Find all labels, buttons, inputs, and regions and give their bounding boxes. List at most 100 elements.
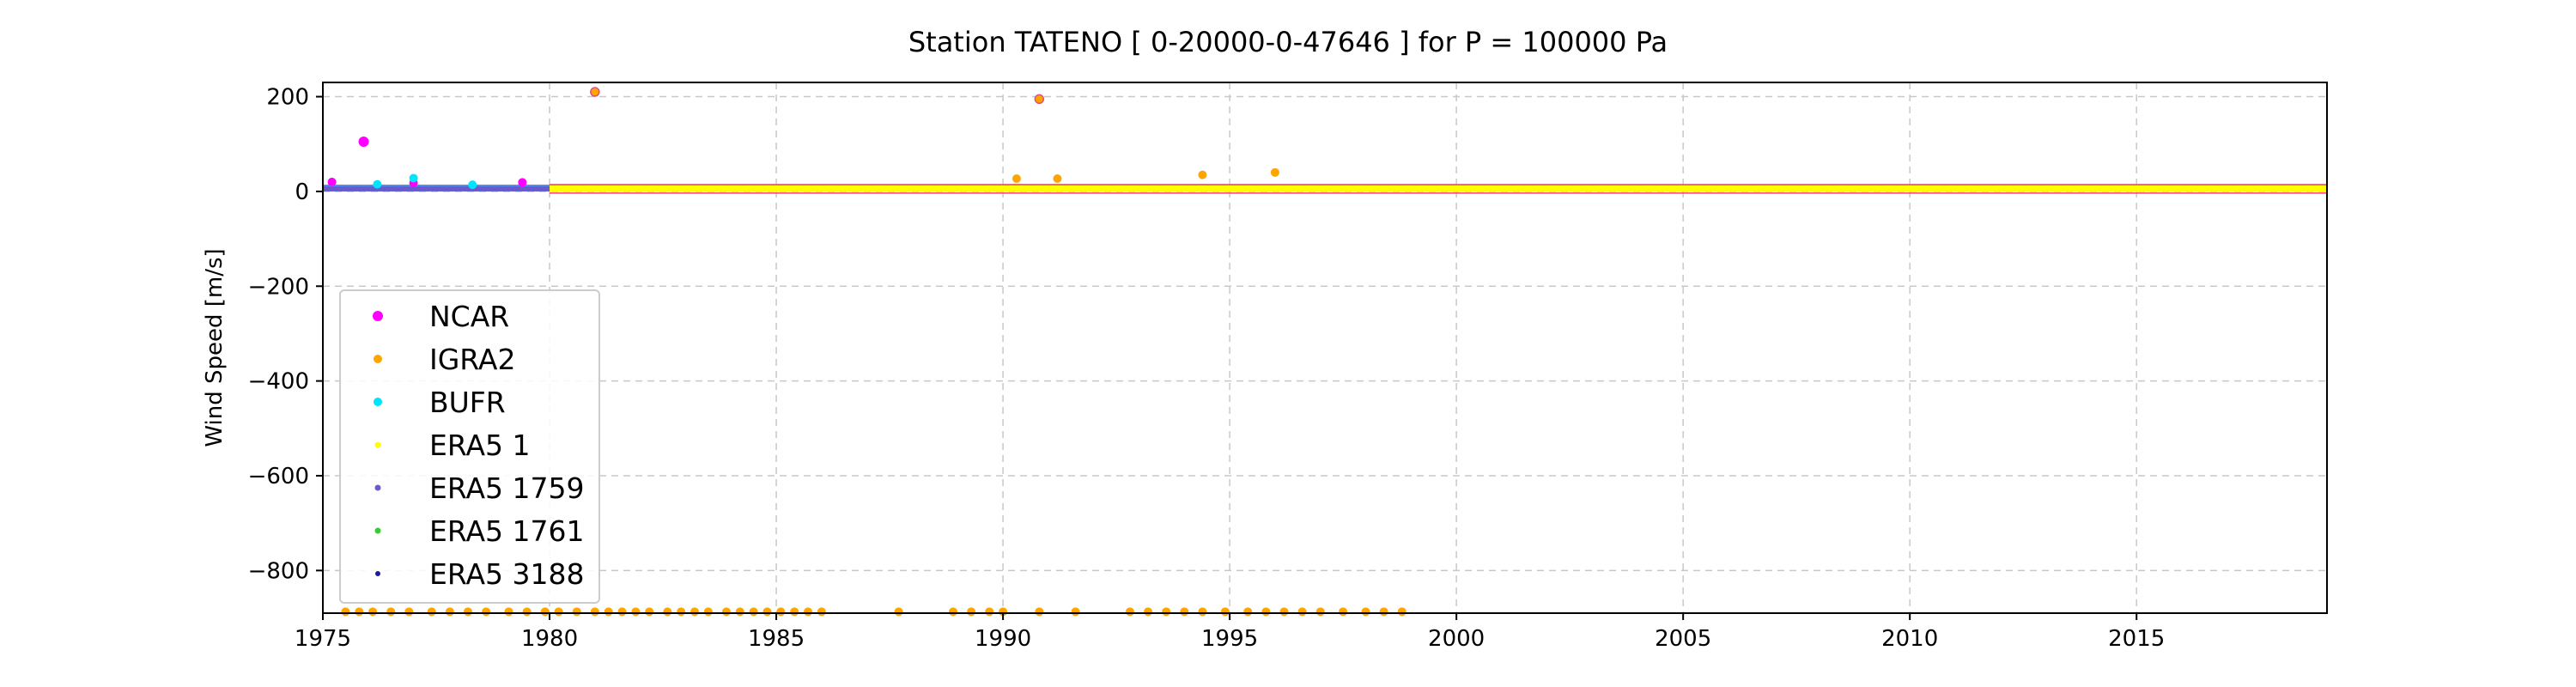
point-bufr	[373, 179, 382, 189]
point-igra2	[1220, 607, 1230, 617]
point-igra2	[1035, 607, 1044, 617]
point-igra2	[355, 607, 364, 617]
point-igra2	[1198, 170, 1207, 179]
legend-marker-era5-1761	[374, 527, 381, 534]
point-igra2	[404, 607, 414, 617]
point-igra2	[762, 607, 772, 617]
x-tick-label: 2015	[2108, 626, 2165, 652]
point-igra2	[790, 607, 799, 617]
point-igra2	[1053, 174, 1062, 184]
x-tick-label: 1985	[748, 626, 805, 652]
y-tick-label: −800	[248, 558, 309, 584]
point-igra2	[590, 87, 600, 97]
legend-label-bufr: BUFR	[429, 386, 506, 419]
y-axis-label: Wind Speed [m/s]	[202, 248, 228, 447]
point-igra2	[804, 607, 813, 617]
point-igra2	[985, 607, 994, 617]
point-igra2	[721, 607, 731, 617]
legend-marker-igra2	[374, 355, 382, 363]
point-igra2	[948, 607, 957, 617]
x-tick-label: 1975	[295, 626, 351, 652]
legend-marker-era5-1759	[374, 484, 381, 491]
legend-marker-bufr	[374, 398, 382, 406]
point-igra2	[1243, 607, 1253, 617]
point-igra2	[617, 607, 627, 617]
point-igra2	[572, 607, 581, 617]
point-igra2	[386, 607, 396, 617]
plot-area-frame	[322, 82, 2328, 614]
point-igra2	[1315, 607, 1325, 617]
point-igra2	[1279, 607, 1289, 617]
legend-label-era5-1761: ERA5 1761	[429, 514, 585, 548]
legend-label-ncar: NCAR	[429, 300, 509, 333]
point-igra2	[631, 607, 641, 617]
point-igra2	[776, 607, 786, 617]
x-tick-label: 2005	[1655, 626, 1711, 652]
point-igra2	[645, 607, 654, 617]
point-igra2	[504, 607, 513, 617]
point-igra2	[1397, 607, 1406, 617]
chart-title: Station TATENO [ 0-20000-0-47646 ] for P…	[908, 26, 1668, 58]
point-igra2	[590, 607, 599, 617]
legend-label-era5-3188: ERA5 3188	[429, 557, 585, 591]
point-igra2	[341, 607, 350, 617]
y-tick-label: −600	[248, 464, 309, 489]
point-bufr	[468, 180, 477, 190]
point-igra2	[663, 607, 672, 617]
x-tick-label: 1990	[975, 626, 1031, 652]
x-tick-label: 2010	[1881, 626, 1938, 652]
point-ncar	[518, 178, 527, 187]
series-bands	[323, 184, 2328, 194]
point-igra2	[1144, 607, 1153, 617]
legend-box	[339, 289, 600, 604]
point-igra2	[540, 607, 550, 617]
grid	[322, 82, 2327, 613]
point-igra2	[1339, 607, 1348, 617]
point-igra2	[445, 607, 454, 617]
series-band-era5-1	[550, 185, 2328, 192]
point-igra2	[1270, 167, 1279, 177]
y-tick-label: 200	[266, 85, 309, 111]
point-igra2	[427, 607, 436, 617]
point-igra2	[967, 607, 976, 617]
point-igra2	[1379, 607, 1388, 617]
legend-marker-era5-3188	[375, 571, 380, 576]
x-tick-label: 1980	[521, 626, 578, 652]
x-tick-label: 1995	[1201, 626, 1258, 652]
point-igra2	[894, 607, 903, 617]
point-igra2	[1361, 607, 1370, 617]
point-igra2	[817, 607, 826, 617]
legend: NCAR IGRA2 BUFR ERA5 1 ERA5 1759 ERA5 1761 ERA…	[339, 289, 600, 604]
point-igra2	[368, 607, 378, 617]
point-igra2	[554, 607, 563, 617]
point-igra2	[690, 607, 700, 617]
point-igra2	[703, 607, 713, 617]
x-tick-label: 2000	[1428, 626, 1485, 652]
point-igra2	[1261, 607, 1271, 617]
point-igra2	[1180, 607, 1189, 617]
point-ncar	[327, 177, 337, 186]
y-tick-label: −400	[248, 369, 309, 395]
point-igra2	[463, 607, 472, 617]
axis-ticks: 1975 1980 1985 1990 1995 2000 2005 2010 20152000…	[248, 85, 2166, 652]
point-igra2	[1125, 607, 1134, 617]
legend-label-era5-1: ERA5 1	[429, 429, 531, 462]
point-igra2	[604, 607, 613, 617]
point-igra2	[1198, 607, 1207, 617]
point-igra2	[1034, 94, 1045, 105]
legend-label-igra2: IGRA2	[429, 343, 515, 376]
point-igra2	[522, 607, 532, 617]
point-igra2	[1012, 174, 1021, 184]
point-igra2	[677, 607, 686, 617]
legend-marker-era5-1	[374, 441, 381, 448]
y-tick-label: 0	[295, 179, 309, 205]
legend-marker-ncar	[373, 311, 383, 321]
point-igra2	[1297, 607, 1307, 617]
point-ncar	[358, 136, 369, 147]
point-bufr	[409, 173, 418, 183]
point-igra2	[1162, 607, 1171, 617]
series-band-era5-1759	[323, 185, 550, 192]
point-igra2	[749, 607, 758, 617]
legend-label-era5-1759: ERA5 1759	[429, 471, 585, 505]
